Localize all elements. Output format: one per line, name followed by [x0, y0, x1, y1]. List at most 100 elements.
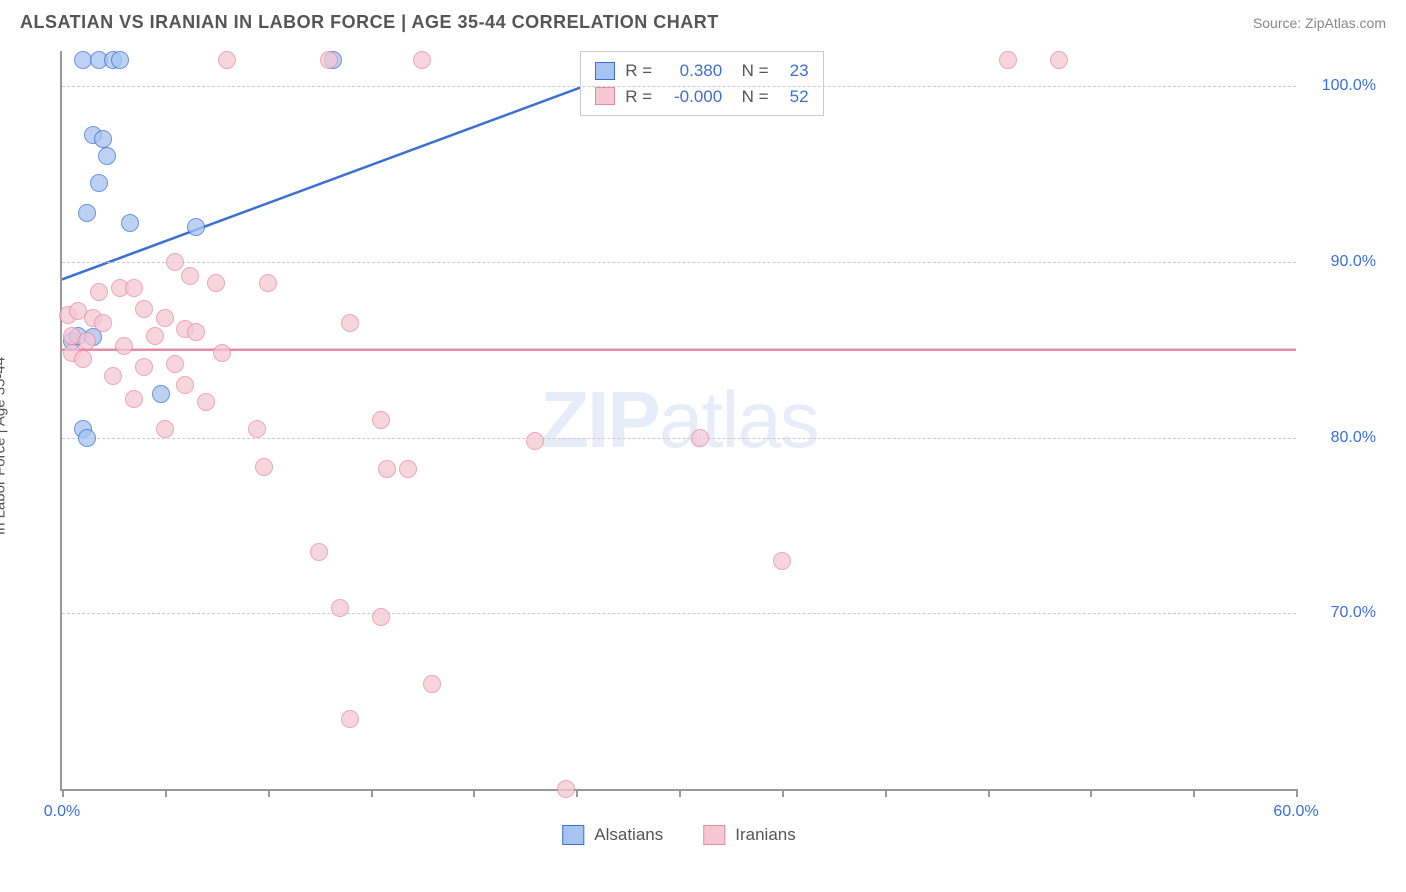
- watermark-light: atlas: [659, 375, 818, 464]
- stats-n-value: 52: [779, 84, 809, 110]
- stats-row: R = -0.000 N = 52: [595, 84, 808, 110]
- scatter-point: [125, 390, 143, 408]
- scatter-point: [187, 218, 205, 236]
- scatter-point: [104, 367, 122, 385]
- scatter-point: [111, 51, 129, 69]
- stats-n-label: N =: [732, 84, 768, 110]
- scatter-point: [255, 458, 273, 476]
- scatter-point: [74, 51, 92, 69]
- scatter-point: [90, 283, 108, 301]
- watermark: ZIPatlas: [540, 374, 817, 466]
- scatter-point: [691, 429, 709, 447]
- y-tick-label: 70.0%: [1306, 604, 1376, 622]
- scatter-point: [125, 279, 143, 297]
- gridline-h: [62, 262, 1296, 263]
- scatter-point: [115, 337, 133, 355]
- y-axis-title: In Labor Force | Age 35-44: [0, 357, 9, 535]
- legend-item: Alsatians: [562, 825, 663, 845]
- x-tick: [782, 789, 784, 797]
- x-tick: [1090, 789, 1092, 797]
- scatter-point: [146, 327, 164, 345]
- x-tick-label: 60.0%: [1273, 803, 1318, 821]
- scatter-point: [181, 267, 199, 285]
- chart-container: In Labor Force | Age 35-44 ZIPatlas R =0…: [20, 41, 1386, 851]
- scatter-point: [526, 432, 544, 450]
- stats-n-value: 23: [779, 58, 809, 84]
- legend-item: Iranians: [703, 825, 795, 845]
- chart-header: ALSATIAN VS IRANIAN IN LABOR FORCE | AGE…: [0, 0, 1406, 41]
- stats-row: R = 0.380 N = 23: [595, 58, 808, 84]
- scatter-point: [399, 460, 417, 478]
- scatter-point: [378, 460, 396, 478]
- scatter-point: [166, 355, 184, 373]
- stats-r-value: 0.380: [662, 58, 722, 84]
- x-tick: [62, 789, 64, 797]
- scatter-point: [94, 314, 112, 332]
- stats-r-value: -0.000: [662, 84, 722, 110]
- x-tick: [268, 789, 270, 797]
- stats-n-label: N =: [732, 58, 768, 84]
- x-tick: [1296, 789, 1298, 797]
- x-tick: [371, 789, 373, 797]
- legend-swatch: [703, 825, 725, 845]
- scatter-point: [152, 385, 170, 403]
- scatter-point: [156, 309, 174, 327]
- scatter-point: [166, 253, 184, 271]
- scatter-point: [372, 608, 390, 626]
- legend-label: Alsatians: [594, 825, 663, 845]
- scatter-point: [310, 543, 328, 561]
- scatter-point: [78, 332, 96, 350]
- scatter-point: [197, 393, 215, 411]
- stats-swatch: [595, 87, 615, 105]
- scatter-point: [218, 51, 236, 69]
- chart-title: ALSATIAN VS IRANIAN IN LABOR FORCE | AGE…: [20, 12, 719, 33]
- scatter-point: [74, 350, 92, 368]
- x-tick: [576, 789, 578, 797]
- scatter-point: [423, 675, 441, 693]
- scatter-point: [187, 323, 205, 341]
- x-tick: [473, 789, 475, 797]
- series-legend: Alsatians Iranians: [562, 825, 795, 845]
- scatter-point: [557, 780, 575, 798]
- scatter-point: [773, 552, 791, 570]
- x-tick: [988, 789, 990, 797]
- y-tick-label: 90.0%: [1306, 253, 1376, 271]
- scatter-point: [135, 300, 153, 318]
- scatter-point: [1050, 51, 1068, 69]
- x-tick: [885, 789, 887, 797]
- x-tick: [165, 789, 167, 797]
- correlation-stats-box: R = 0.380 N = 23 R = -0.000 N = 52: [580, 51, 823, 116]
- scatter-point: [341, 710, 359, 728]
- legend-label: Iranians: [735, 825, 795, 845]
- stats-swatch: [595, 62, 615, 80]
- x-tick-label: 0.0%: [44, 803, 80, 821]
- scatter-point: [331, 599, 349, 617]
- stats-r-label: R =: [625, 84, 652, 110]
- legend-swatch: [562, 825, 584, 845]
- scatter-point: [248, 420, 266, 438]
- chart-source: Source: ZipAtlas.com: [1253, 15, 1386, 31]
- scatter-point: [207, 274, 225, 292]
- scatter-point: [121, 214, 139, 232]
- trend-lines-layer: [62, 51, 1296, 789]
- scatter-point: [320, 51, 338, 69]
- y-tick-label: 100.0%: [1306, 77, 1376, 95]
- scatter-point: [156, 420, 174, 438]
- scatter-point: [413, 51, 431, 69]
- scatter-point: [94, 130, 112, 148]
- stats-r-label: R =: [625, 58, 652, 84]
- watermark-bold: ZIP: [540, 375, 658, 464]
- gridline-h: [62, 438, 1296, 439]
- scatter-point: [259, 274, 277, 292]
- x-tick: [679, 789, 681, 797]
- scatter-point: [78, 429, 96, 447]
- scatter-point: [372, 411, 390, 429]
- gridline-h: [62, 86, 1296, 87]
- x-tick: [1193, 789, 1195, 797]
- scatter-point: [78, 204, 96, 222]
- scatter-point: [90, 174, 108, 192]
- plot-area: ZIPatlas R =0.380 N =23R =-0.000 N =52 A…: [60, 51, 1296, 791]
- scatter-point: [999, 51, 1017, 69]
- scatter-point: [98, 147, 116, 165]
- gridline-h: [62, 613, 1296, 614]
